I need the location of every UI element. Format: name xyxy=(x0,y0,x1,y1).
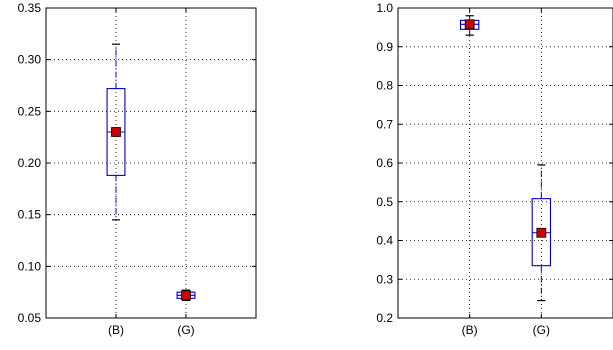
box-g xyxy=(531,164,552,302)
y-tick-label: 0.30 xyxy=(18,53,42,67)
box-rect xyxy=(531,198,552,267)
axes-frame xyxy=(397,7,613,319)
box-g xyxy=(176,289,196,302)
box-b xyxy=(459,15,480,36)
y-tick-label: 0.20 xyxy=(18,156,42,170)
y-tick-label: 0.2 xyxy=(376,311,393,325)
y-tick-label: 0.9 xyxy=(376,40,393,54)
axes-frame xyxy=(45,7,257,319)
y-tick-label: 0.15 xyxy=(18,208,42,222)
x-tick-label: (G) xyxy=(533,323,550,337)
y-tick-label: 0.5 xyxy=(376,195,393,209)
y-tick-label: 0.4 xyxy=(376,234,393,248)
y-tick-label: 0.7 xyxy=(376,117,393,131)
x-tick-label: (G) xyxy=(177,323,194,337)
x-tick-label: (B) xyxy=(108,323,124,337)
y-tick-label: 0.3 xyxy=(376,272,393,286)
chart-panel-1: 0.05 0.10 0.15 0.20 0.25 0.30 0.35 (B) (G) xyxy=(18,1,257,337)
y-tick-label: 0.10 xyxy=(18,259,42,273)
mean-marker xyxy=(181,290,191,301)
y-tick-label: 0.05 xyxy=(18,311,42,325)
chart-panel-2: 0.2 0.3 0.4 0.5 0.6 0.7 0.8 0.9 1.0 (B) (G) xyxy=(376,1,613,337)
mean-marker xyxy=(464,19,475,30)
mean-marker xyxy=(111,127,121,137)
y-tick-label: 0.35 xyxy=(18,1,42,15)
mean-marker xyxy=(536,227,547,238)
y-tick-label: 1.0 xyxy=(376,1,393,15)
x-tick-label: (B) xyxy=(462,323,478,337)
box-b xyxy=(106,43,126,221)
y-tick-label: 0.6 xyxy=(376,156,393,170)
y-tick-label: 0.25 xyxy=(18,104,42,118)
y-tick-label: 0.8 xyxy=(376,79,393,93)
